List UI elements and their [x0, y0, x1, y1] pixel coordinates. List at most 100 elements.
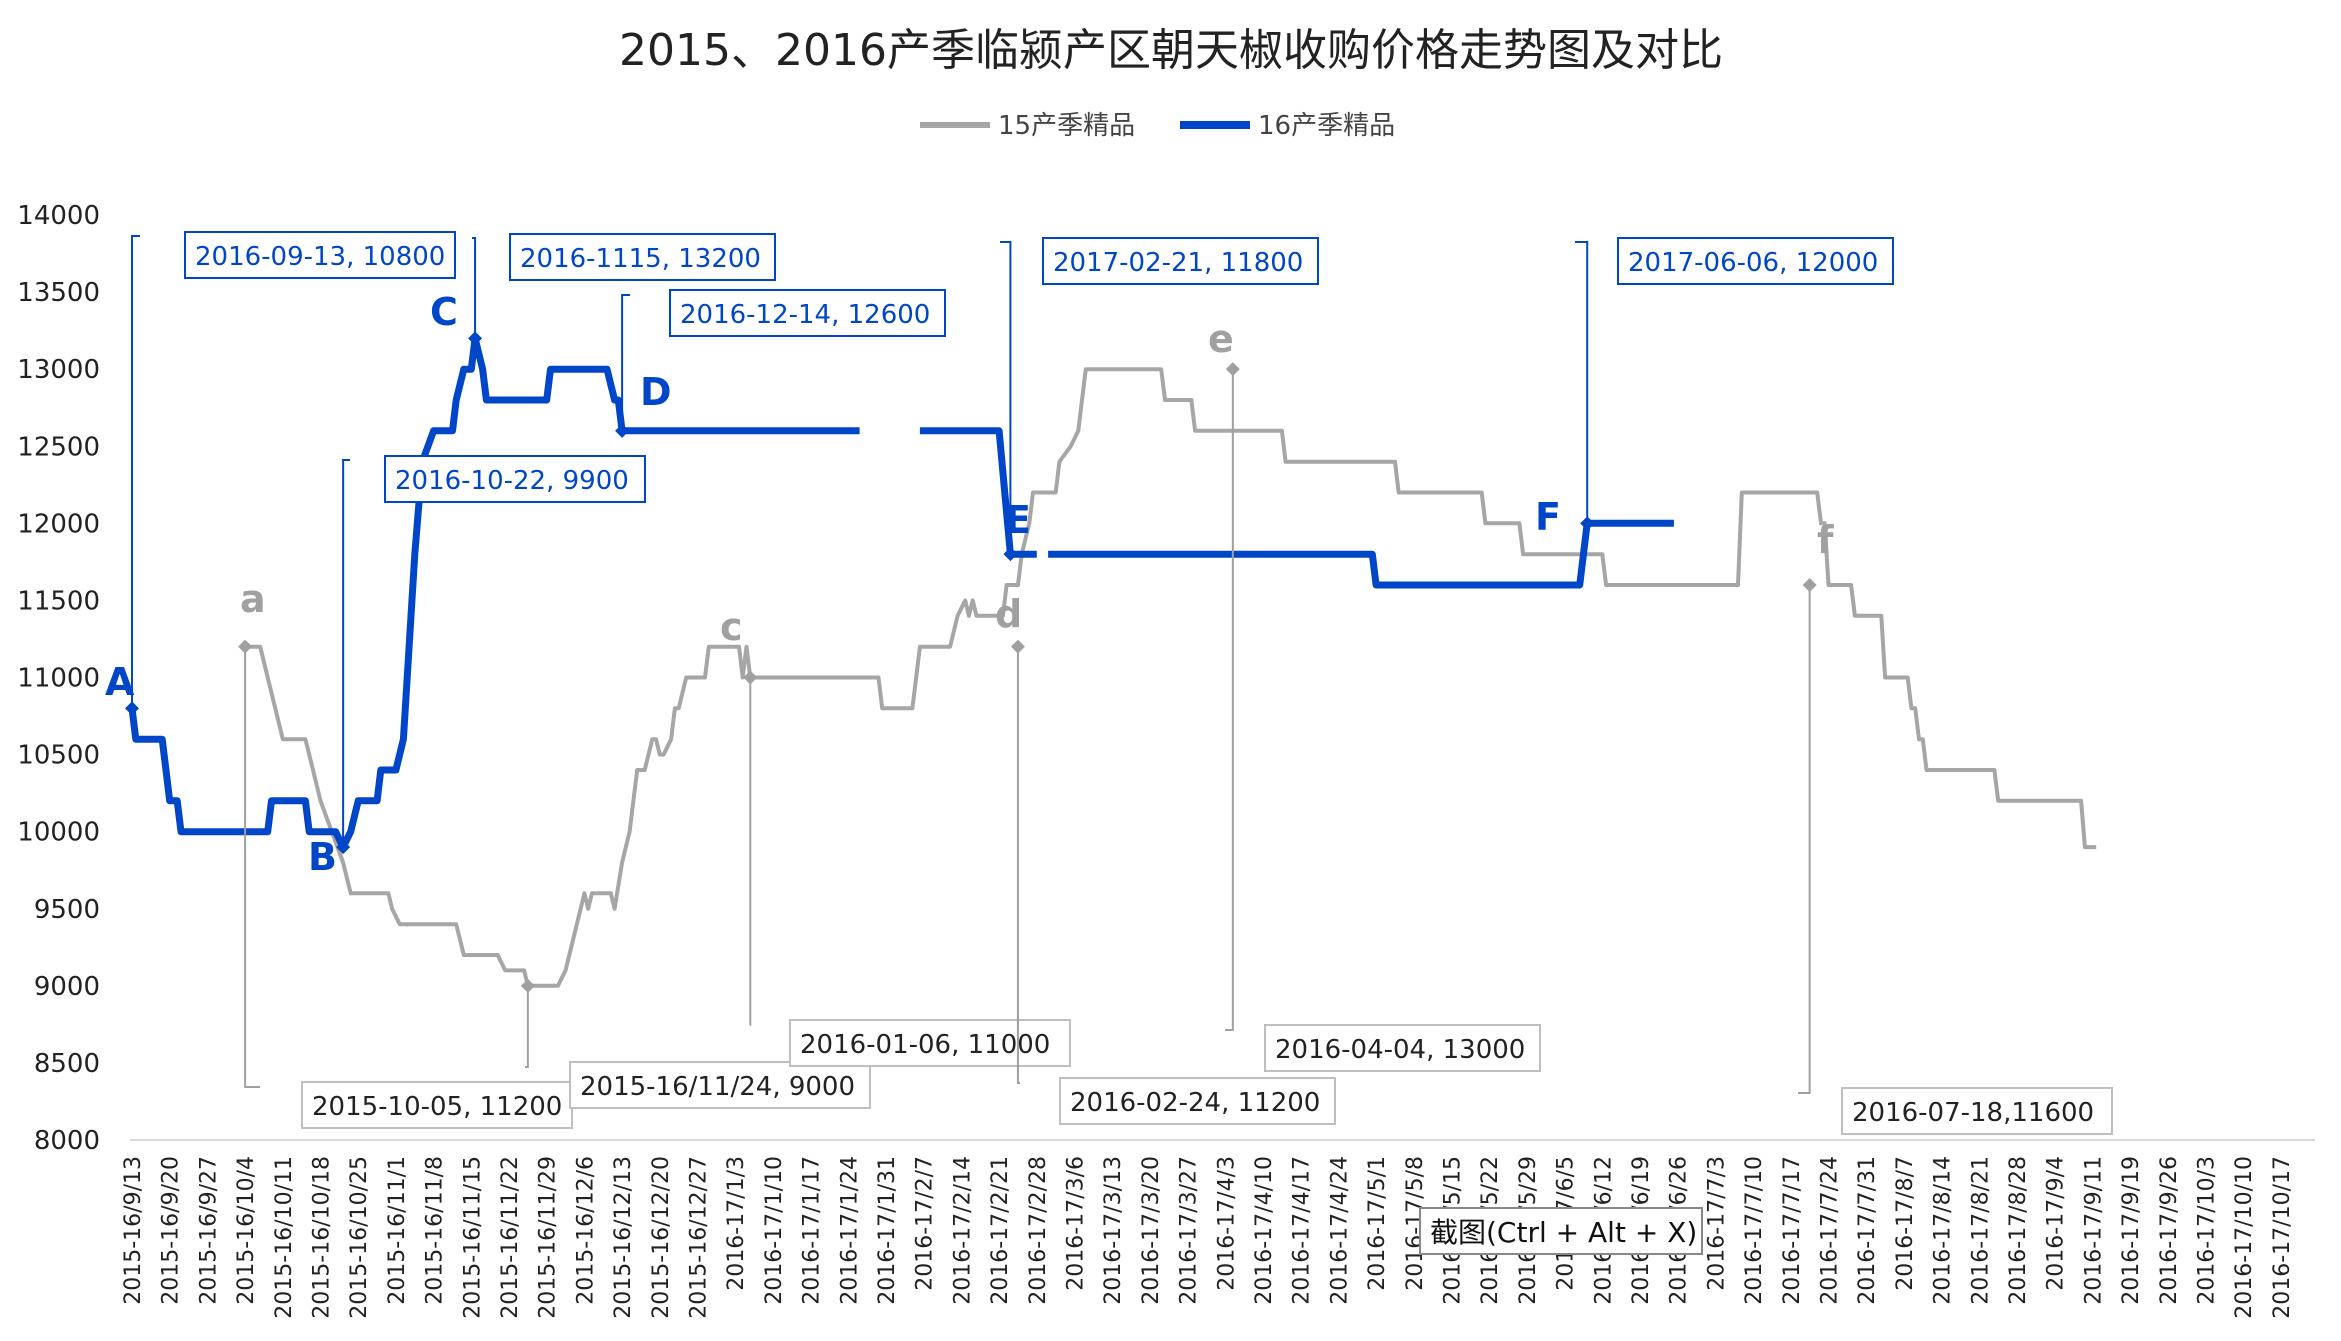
callout-label: 2016-07-18,11600 [1852, 1098, 2094, 1128]
y-tick-label: 13000 [17, 355, 100, 385]
callout-box [789, 1019, 1071, 1067]
data-marker [615, 423, 630, 438]
callout-box [184, 231, 456, 279]
data-marker [468, 331, 483, 346]
series-line-15 [245, 367, 2097, 988]
point-letter: c [720, 605, 743, 649]
point-letter: E [1005, 498, 1031, 542]
x-tick-label: 2015-16/10/4 [234, 1156, 259, 1305]
callout-box [1042, 237, 1319, 285]
x-tick-label: 2015-16/9/20 [159, 1156, 184, 1305]
y-tick-label: 12000 [17, 509, 100, 539]
legend-label-1: 16产季精品 [1258, 111, 1395, 141]
x-tick-label: 2016-17/8/7 [1893, 1156, 1918, 1291]
point-letter: e [1208, 317, 1234, 361]
y-tick-label: 9000 [34, 972, 100, 1002]
x-tick-label: 2015-16/11/29 [536, 1156, 561, 1319]
x-tick-label: 2016-17/3/6 [1064, 1156, 1089, 1291]
x-tick-label: 2016-17/5/1 [1365, 1156, 1390, 1291]
y-tick-label: 8000 [34, 1126, 100, 1156]
y-tick-label: 13500 [17, 278, 100, 308]
point-letter: D [640, 370, 672, 414]
callout-box [669, 289, 946, 337]
y-tick-label: 11000 [17, 664, 100, 694]
x-tick-label: 2015-16/9/13 [121, 1156, 146, 1305]
callout-leader [342, 459, 350, 848]
x-tick-label: 2016-17/3/27 [1177, 1156, 1202, 1305]
callout-leader [131, 235, 140, 709]
y-tick-label: 8500 [34, 1049, 100, 1079]
x-tick-label: 2015-16/12/13 [611, 1156, 636, 1319]
x-tick-label: 2015-16/10/11 [272, 1156, 297, 1319]
callout-label: 2015-16/11/24, 9000 [580, 1072, 855, 1102]
x-tick-label: 2015-16/12/27 [687, 1156, 712, 1319]
point-letter: A [105, 660, 135, 704]
chart-title: 2015、2016产季临颍产区朝天椒收购价格走势图及对比 [619, 25, 1723, 76]
x-tick-label: 2016-17/3/13 [1101, 1156, 1126, 1305]
y-tick-label: 10500 [17, 741, 100, 771]
x-tick-label: 2016-17/10/10 [2232, 1156, 2257, 1319]
callout-box [1059, 1077, 1336, 1125]
series-line-16-segment-2 [1048, 519, 1674, 589]
x-tick-label: 2016-17/1/31 [875, 1156, 900, 1305]
x-tick-label: 2016-17/7/10 [1742, 1156, 1767, 1305]
callout-leader [244, 646, 260, 1088]
point-letter: f [1817, 518, 1834, 562]
data-marker [1225, 362, 1240, 377]
x-tick-label: 2016-17/3/20 [1139, 1156, 1164, 1305]
x-tick-label: 2016-17/4/24 [1327, 1156, 1352, 1305]
x-tick-label: 2015-16/10/18 [310, 1156, 335, 1319]
callout-label: 2017-02-21, 11800 [1053, 248, 1303, 278]
data-marker [1003, 547, 1018, 562]
callout-leader [1016, 646, 1020, 1084]
callout-label: 2016-10-22, 9900 [395, 466, 629, 496]
callout-leader [1798, 585, 1811, 1094]
x-tick-label: 2016-17/7/3 [1704, 1156, 1729, 1291]
callout-leader [472, 237, 477, 339]
data-marker [336, 840, 351, 855]
callout-box [509, 233, 776, 281]
y-tick-label: 9500 [34, 895, 100, 925]
x-tick-label: 2016-17/4/10 [1252, 1156, 1277, 1305]
x-tick-label: 2016-17/2/7 [913, 1156, 938, 1291]
x-tick-label: 2015-16/11/1 [385, 1156, 410, 1305]
y-tick-label: 12500 [17, 432, 100, 462]
x-tick-label: 2016-17/4/17 [1290, 1156, 1315, 1305]
x-tick-label: 2016-17/8/28 [2006, 1156, 2031, 1305]
x-tick-label: 2016-17/10/3 [2195, 1156, 2220, 1305]
data-marker [1010, 639, 1025, 654]
x-tick-label: 2016-17/8/21 [1968, 1156, 1993, 1305]
callout-leader [1225, 369, 1234, 1031]
x-tick-label: 2016-17/9/19 [2119, 1156, 2144, 1305]
x-tick-label: 2016-17/2/21 [988, 1156, 1013, 1305]
callout-label: 2016-04-04, 13000 [1275, 1035, 1525, 1065]
x-tick-label: 2016-17/2/28 [1026, 1156, 1051, 1305]
y-tick-label: 14000 [17, 201, 100, 231]
callout-box [1264, 1024, 1541, 1072]
x-tick-label: 2015-16/12/6 [573, 1156, 598, 1305]
x-tick-label: 2016-17/7/17 [1780, 1156, 1805, 1305]
x-tick-label: 2016-17/8/14 [1931, 1156, 1956, 1305]
callout-leader [1575, 241, 1589, 524]
screenshot-hint-box [1419, 1207, 1703, 1255]
callout-label: 2017-06-06, 12000 [1628, 248, 1878, 278]
x-tick-label: 2016-17/1/24 [837, 1156, 862, 1305]
series-line-16-segment-0 [128, 334, 860, 851]
callout-box [384, 455, 646, 503]
callout-label: 2016-1115, 13200 [520, 244, 761, 274]
point-letter: a [240, 577, 266, 621]
callout-label: 2016-02-24, 11200 [1070, 1088, 1320, 1118]
x-tick-label: 2016-17/9/26 [2157, 1156, 2182, 1305]
series-line-16-segment-1 [919, 427, 1037, 558]
callout-label: 2016-01-06, 11000 [800, 1030, 1050, 1060]
data-marker [1580, 516, 1595, 531]
callout-label: 2015-10-05, 11200 [312, 1092, 562, 1122]
callout-box [569, 1061, 871, 1109]
x-tick-label: 2015-16/11/8 [423, 1156, 448, 1305]
x-tick-label: 2015-16/12/20 [649, 1156, 674, 1319]
x-tick-label: 2015-16/11/15 [460, 1156, 485, 1319]
x-tick-label: 2016-17/10/17 [2270, 1156, 2295, 1319]
x-tick-label: 2016-17/2/14 [950, 1156, 975, 1305]
